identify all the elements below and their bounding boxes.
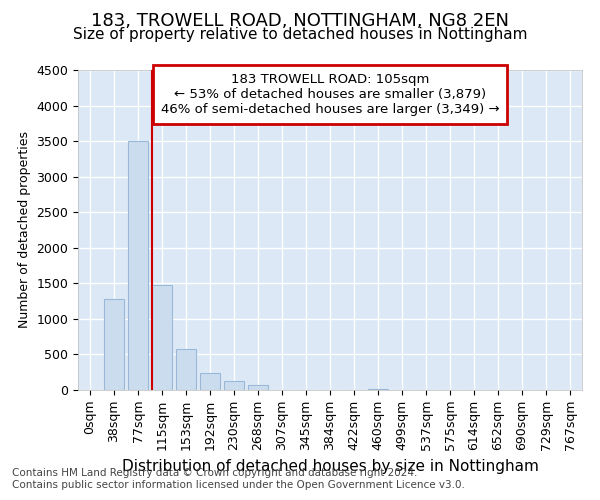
Bar	[152, 285, 172, 390]
Bar	[128, 141, 148, 390]
Bar	[224, 381, 244, 390]
Text: Contains HM Land Registry data © Crown copyright and database right 2024.: Contains HM Land Registry data © Crown c…	[12, 468, 418, 477]
Bar	[200, 373, 220, 390]
Text: 183, TROWELL ROAD, NOTTINGHAM, NG8 2EN: 183, TROWELL ROAD, NOTTINGHAM, NG8 2EN	[91, 12, 509, 30]
Text: 183 TROWELL ROAD: 105sqm
← 53% of detached houses are smaller (3,879)
46% of sem: 183 TROWELL ROAD: 105sqm ← 53% of detach…	[161, 73, 499, 116]
Y-axis label: Number of detached properties: Number of detached properties	[18, 132, 31, 328]
Bar	[176, 349, 196, 390]
Bar	[368, 389, 388, 390]
Text: Size of property relative to detached houses in Nottingham: Size of property relative to detached ho…	[73, 28, 527, 42]
Bar	[248, 385, 268, 390]
Text: Contains public sector information licensed under the Open Government Licence v3: Contains public sector information licen…	[12, 480, 465, 490]
Bar	[104, 299, 124, 390]
X-axis label: Distribution of detached houses by size in Nottingham: Distribution of detached houses by size …	[122, 458, 538, 473]
